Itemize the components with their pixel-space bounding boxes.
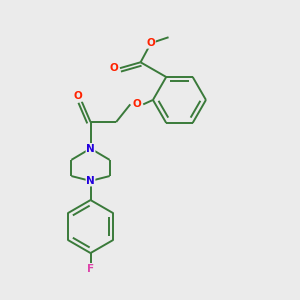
Text: O: O (146, 38, 155, 48)
Text: O: O (132, 99, 141, 110)
Text: N: N (86, 176, 95, 186)
Text: O: O (109, 63, 118, 73)
Text: O: O (74, 91, 82, 101)
Text: N: N (86, 143, 95, 154)
Text: F: F (87, 264, 94, 274)
